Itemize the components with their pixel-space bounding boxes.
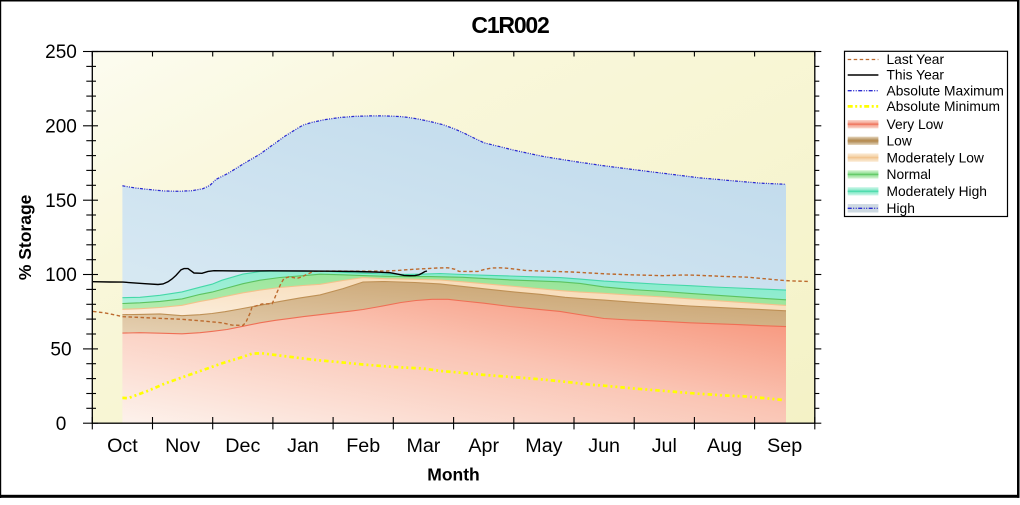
- svg-text:Moderately High: Moderately High: [887, 184, 987, 199]
- svg-text:This Year: This Year: [887, 68, 945, 83]
- svg-text:Absolute Maximum: Absolute Maximum: [887, 83, 1004, 98]
- svg-text:Low: Low: [887, 134, 912, 149]
- svg-text:150: 150: [45, 191, 77, 212]
- svg-text:Very Low: Very Low: [887, 117, 944, 132]
- svg-text:Jul: Jul: [652, 435, 677, 457]
- svg-text:Dec: Dec: [225, 435, 260, 457]
- svg-text:50: 50: [50, 340, 71, 361]
- svg-text:Oct: Oct: [107, 435, 138, 457]
- svg-text:Sep: Sep: [767, 435, 802, 457]
- svg-text:C1R002: C1R002: [471, 12, 549, 38]
- svg-text:0: 0: [56, 414, 67, 435]
- svg-text:Mar: Mar: [406, 435, 440, 457]
- svg-text:Apr: Apr: [468, 435, 499, 457]
- svg-text:High: High: [887, 201, 915, 216]
- svg-text:Jan: Jan: [287, 435, 319, 457]
- svg-text:Normal: Normal: [887, 167, 931, 182]
- svg-text:Month: Month: [427, 465, 479, 485]
- svg-text:Moderately Low: Moderately Low: [887, 150, 984, 165]
- svg-text:Last Year: Last Year: [887, 52, 945, 67]
- svg-text:Aug: Aug: [707, 435, 742, 457]
- svg-text:% Storage: % Storage: [15, 194, 35, 280]
- svg-text:May: May: [525, 435, 562, 457]
- svg-text:250: 250: [45, 42, 77, 63]
- svg-text:Feb: Feb: [346, 435, 380, 457]
- svg-text:200: 200: [45, 117, 77, 138]
- svg-text:100: 100: [45, 265, 77, 286]
- svg-text:Jun: Jun: [588, 435, 620, 457]
- svg-text:Absolute Minimum: Absolute Minimum: [887, 99, 1000, 114]
- svg-text:Nov: Nov: [165, 435, 200, 457]
